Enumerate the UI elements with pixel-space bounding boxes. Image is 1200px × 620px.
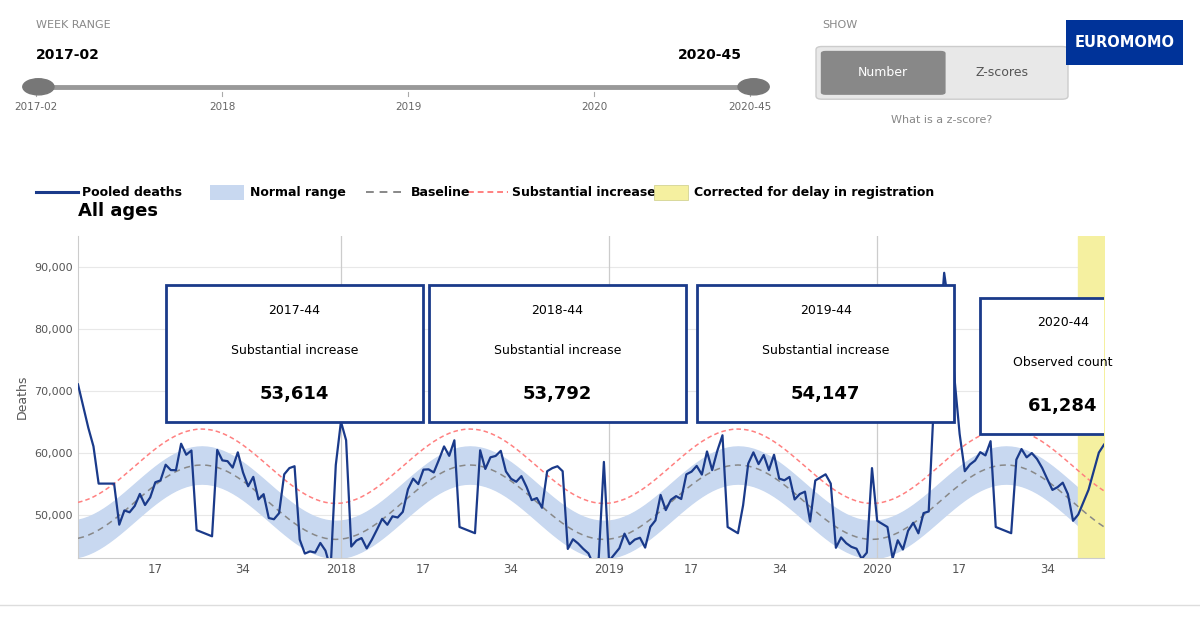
Text: What is a z-score?: What is a z-score? (892, 115, 992, 125)
Text: 2017-44: 2017-44 (269, 304, 320, 317)
Text: Number: Number (858, 66, 908, 79)
Text: All ages: All ages (78, 202, 158, 220)
Text: SHOW: SHOW (822, 20, 857, 30)
FancyBboxPatch shape (980, 298, 1145, 434)
Text: 2017-02: 2017-02 (14, 102, 58, 112)
Text: Corrected for delay in registration: Corrected for delay in registration (694, 186, 934, 198)
Text: 53,614: 53,614 (260, 384, 329, 403)
Text: Substantial increase: Substantial increase (762, 344, 889, 356)
Text: 2018-44: 2018-44 (532, 304, 583, 317)
Text: Substantial increase: Substantial increase (230, 344, 359, 356)
Text: 2020: 2020 (581, 102, 607, 112)
Text: 53,792: 53,792 (523, 384, 592, 403)
Text: 2019-44: 2019-44 (799, 304, 852, 317)
Text: 2020-45: 2020-45 (728, 102, 772, 112)
FancyBboxPatch shape (166, 285, 424, 422)
Text: Pooled deaths: Pooled deaths (82, 186, 181, 198)
FancyBboxPatch shape (428, 285, 686, 422)
Text: 2020-45: 2020-45 (678, 48, 742, 62)
Text: EUROMOMO: EUROMOMO (1074, 35, 1175, 50)
Text: 54,147: 54,147 (791, 384, 860, 403)
FancyBboxPatch shape (697, 285, 954, 422)
Text: Substantial increase: Substantial increase (493, 344, 622, 356)
Text: 61,284: 61,284 (1028, 397, 1098, 415)
Text: WEEK RANGE: WEEK RANGE (36, 20, 110, 30)
Y-axis label: Deaths: Deaths (16, 374, 29, 419)
Text: Substantial increase: Substantial increase (512, 186, 656, 198)
Text: Normal range: Normal range (250, 186, 346, 198)
Text: 2017-02: 2017-02 (36, 48, 100, 62)
Text: 2018: 2018 (209, 102, 235, 112)
Text: Baseline: Baseline (410, 186, 470, 198)
Text: Z-scores: Z-scores (976, 66, 1028, 79)
Text: 2020-44: 2020-44 (1037, 316, 1088, 329)
Text: Observed count: Observed count (1013, 356, 1112, 369)
Text: 2019: 2019 (395, 102, 421, 112)
